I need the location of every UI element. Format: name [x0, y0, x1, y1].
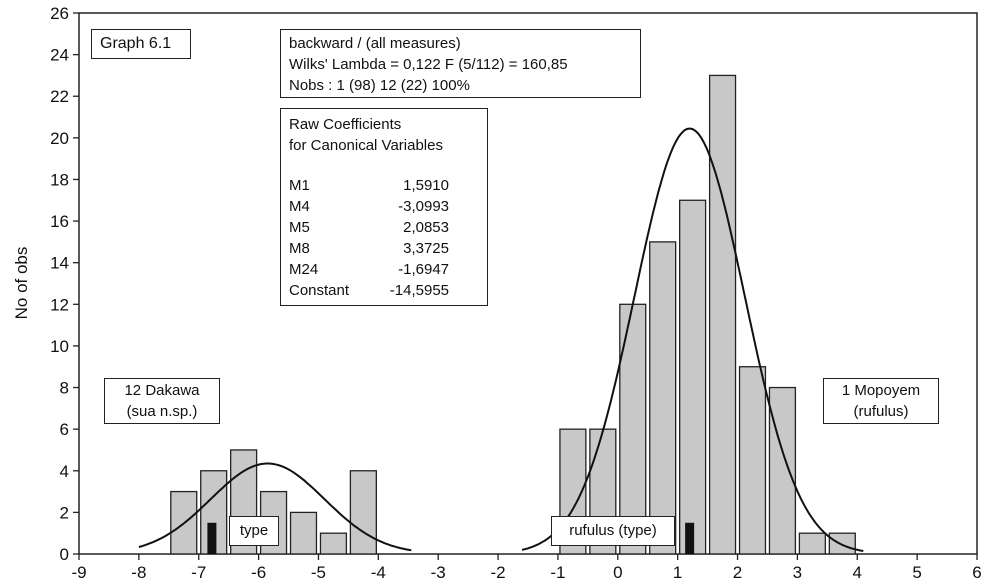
coef-row: Constant -14,5955 [289, 280, 479, 301]
histogram-bar [679, 199, 707, 555]
x-tick-label: 3 [793, 563, 802, 582]
coef-value: 3,3725 [403, 240, 449, 257]
y-tick-label: 10 [50, 337, 69, 356]
y-tick-label: 18 [50, 170, 69, 189]
histogram-bar [349, 470, 377, 555]
graph-label: Graph 6.1 [100, 35, 172, 52]
histogram-bar [708, 74, 737, 555]
y-tick-label: 24 [50, 46, 69, 65]
type-marker [207, 522, 217, 554]
coef-name: Constant [289, 282, 350, 299]
x-tick-label: -4 [371, 563, 386, 582]
coef-name: M24 [289, 261, 319, 278]
x-tick-label: 4 [853, 563, 862, 582]
histogram-bar [828, 532, 856, 555]
x-tick-label: 6 [972, 563, 981, 582]
normal-curve [138, 462, 412, 552]
bars-group [170, 74, 856, 555]
y-tick-label: 14 [50, 254, 69, 273]
coef-value: 1,5910 [403, 177, 449, 194]
x-tick-label: -9 [71, 563, 86, 582]
coef-title-2: for Canonical Variables [289, 137, 443, 154]
histogram-bar [289, 511, 318, 555]
y-tick-label: 20 [50, 129, 69, 148]
y-tick-label: 0 [60, 545, 69, 564]
x-tick-label: -2 [491, 563, 506, 582]
coef-name: M8 [289, 240, 310, 257]
histogram-bar [738, 366, 767, 555]
coefficients-box: Raw Coefficients for Canonical Variables… [280, 108, 488, 306]
coef-value: -14,5955 [389, 282, 449, 299]
y-tick-label: 16 [50, 212, 69, 231]
x-tick-label: 1 [673, 563, 682, 582]
group-label-right: 1 Mopoyem (rufulus) [823, 378, 939, 424]
x-tick-label: -7 [191, 563, 206, 582]
normal-curves-group [138, 127, 864, 552]
y-tick-label: 26 [50, 4, 69, 23]
y-tick-label: 8 [60, 379, 69, 398]
info-line-1: backward / (all measures) [289, 35, 461, 52]
y-tick-label: 22 [50, 87, 69, 106]
x-axis: -9 -8 -7 -6 -5 -4 -3 -2 -1 0 1 2 3 4 5 6 [71, 554, 982, 582]
coef-title-1: Raw Coefficients [289, 116, 402, 133]
type-label-right: rufulus (type) [551, 516, 675, 546]
histogram-bar [170, 490, 198, 555]
coef-value: -3,0993 [398, 198, 449, 215]
coef-name: M4 [289, 198, 310, 215]
graph-label-box: Graph 6.1 [91, 29, 191, 59]
type-markers-group [207, 522, 695, 554]
type-label-left-text: type [239, 522, 269, 539]
coef-row: M1 1,5910 [289, 175, 479, 196]
x-tick-label: 0 [613, 563, 622, 582]
coef-row: M8 3,3725 [289, 238, 479, 259]
coef-value: 2,0853 [403, 219, 449, 236]
coef-name: M1 [289, 177, 310, 194]
coef-row: M4 -3,0993 [289, 196, 479, 217]
x-tick-label: -6 [251, 563, 266, 582]
type-marker [685, 522, 695, 554]
info-line-3: Nobs : 1 (98) 12 (22) 100% [289, 77, 470, 94]
y-tick-label: 2 [60, 503, 69, 522]
x-tick-label: -3 [431, 563, 446, 582]
group-right-line-1: 1 Mopoyem [841, 382, 921, 399]
info-box: backward / (all measures) Wilks' Lambda … [280, 29, 641, 98]
group-left-line-1: 12 Dakawa [124, 382, 200, 399]
x-tick-label: 2 [733, 563, 742, 582]
normal-curve [521, 127, 864, 552]
y-tick-label: 12 [50, 295, 69, 314]
histogram-bar [649, 241, 677, 555]
histogram-bar [768, 386, 797, 555]
coef-name: M5 [289, 219, 310, 236]
histogram-bar [319, 532, 348, 555]
coef-row: M5 2,0853 [289, 217, 479, 238]
plot-frame [78, 12, 978, 555]
y-axis-title: No of obs [12, 247, 31, 320]
group-label-left: 12 Dakawa (sua n.sp.) [104, 378, 220, 424]
type-label-right-text: rufulus (type) [569, 522, 657, 539]
coef-row: M24 -1,6947 [289, 259, 479, 280]
histogram-bar [798, 532, 826, 555]
y-tick-label: 6 [60, 420, 69, 439]
x-tick-label: -8 [131, 563, 146, 582]
type-label-left: type [229, 516, 279, 546]
x-tick-label: -1 [550, 563, 565, 582]
y-tick-label: 4 [60, 462, 69, 481]
coef-value: -1,6947 [398, 261, 449, 278]
group-left-line-2: (sua n.sp.) [126, 403, 198, 420]
info-line-2: Wilks' Lambda = 0,122 F (5/112) = 160,85 [289, 56, 568, 73]
group-right-line-2: (rufulus) [853, 403, 909, 420]
x-tick-label: 5 [912, 563, 921, 582]
x-tick-label: -5 [311, 563, 326, 582]
